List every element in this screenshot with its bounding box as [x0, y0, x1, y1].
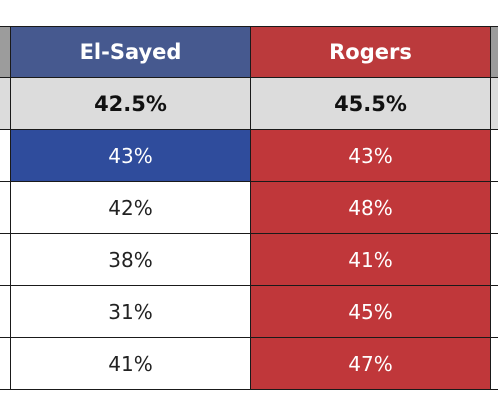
column-header: El-Sayed	[10, 26, 251, 78]
side-cell	[490, 337, 498, 390]
average-cell: 45.5%	[250, 77, 491, 130]
side-cell	[490, 181, 498, 234]
poll-cell: 47%	[250, 337, 491, 390]
side-cell	[490, 233, 498, 286]
poll-cell: 38%	[10, 233, 251, 286]
poll-cell: 41%	[250, 233, 491, 286]
side-cell	[490, 285, 498, 338]
poll-cell: 48%	[250, 181, 491, 234]
poll-cell: 41%	[10, 337, 251, 390]
poll-cell: 43%	[250, 129, 491, 182]
average-cell: 42.5%	[10, 77, 251, 130]
side-cell	[490, 77, 498, 130]
poll-cell: 45%	[250, 285, 491, 338]
side-cell	[490, 129, 498, 182]
side-cell	[490, 26, 498, 78]
column-header: Rogers	[250, 26, 491, 78]
poll-cell: 43%	[10, 129, 251, 182]
poll-cell: 42%	[10, 181, 251, 234]
poll-cell: 31%	[10, 285, 251, 338]
